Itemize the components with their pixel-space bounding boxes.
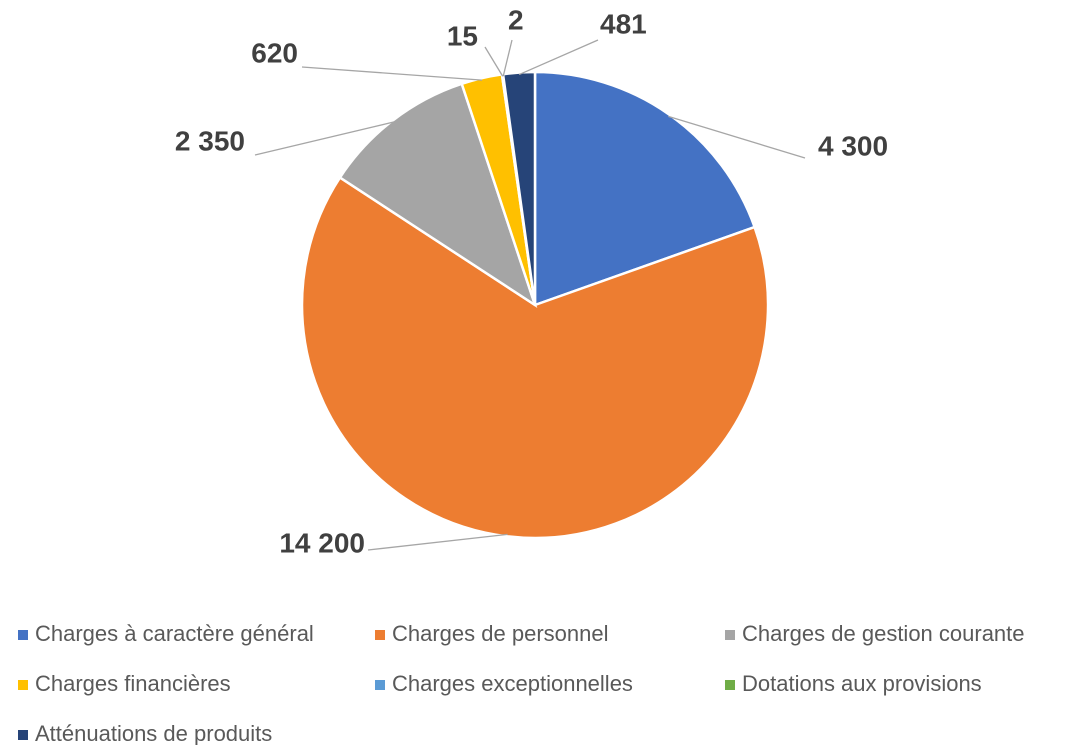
legend-label: Charges à caractère général <box>35 621 314 646</box>
legend-label: Charges financières <box>35 671 231 696</box>
leader-line <box>254 121 395 156</box>
pie-slice <box>501 70 537 306</box>
legend-swatch <box>18 730 28 740</box>
legend-label: Charges exceptionnelles <box>392 671 633 696</box>
data-label: 481 <box>600 8 647 39</box>
data-label: 14 200 <box>279 527 365 558</box>
legend-swatch <box>725 630 735 640</box>
legend-swatch <box>375 680 385 690</box>
legend-swatch <box>18 630 28 640</box>
data-label: 4 300 <box>818 130 888 161</box>
pie-slice <box>300 175 770 540</box>
leader-line <box>668 115 806 159</box>
pie-slice <box>533 70 757 307</box>
pie-slice <box>338 82 538 309</box>
legend-swatch <box>375 630 385 640</box>
leader-line <box>502 39 513 77</box>
legend-label: Charges de personnel <box>392 621 608 646</box>
data-label: 2 350 <box>175 125 245 156</box>
legend-swatch <box>725 680 735 690</box>
legend-label: Atténuations de produits <box>35 721 272 745</box>
leader-line <box>484 46 504 77</box>
leader-line <box>367 533 508 551</box>
data-label: 15 <box>447 20 478 51</box>
leader-line <box>518 39 599 76</box>
data-label: 2 <box>508 4 524 35</box>
legend-label: Dotations aux provisions <box>742 671 982 696</box>
data-label: 620 <box>251 37 298 68</box>
leader-line <box>301 66 483 81</box>
legend-label: Charges de gestion courante <box>742 621 1025 646</box>
legend-swatch <box>18 680 28 690</box>
